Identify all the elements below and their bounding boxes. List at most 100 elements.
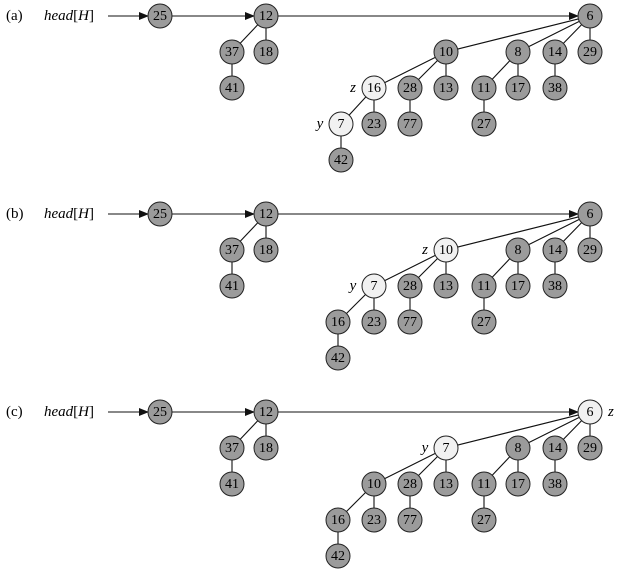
heap-node-41: 41 [219, 471, 245, 497]
tree-edge [346, 492, 366, 512]
node-key: 18 [259, 45, 273, 60]
node-circle [361, 111, 387, 137]
node-key: 7 [338, 117, 345, 132]
tree-edge [562, 420, 583, 440]
node-circle [253, 201, 279, 227]
heap-node-23: 23 [361, 507, 387, 533]
heap-node-77: 77 [397, 111, 423, 137]
node-circle [505, 471, 531, 497]
heap-node-27: 27 [471, 507, 497, 533]
node-circle [505, 237, 531, 263]
tree-edge [562, 222, 583, 242]
node-circle [433, 273, 459, 299]
node-key: 77 [403, 117, 417, 132]
node-circle [147, 3, 173, 29]
heap-node-42: 42 [328, 147, 354, 173]
pointer-tag-y: y [315, 116, 324, 132]
heap-node-37: 37 [219, 39, 245, 65]
node-circle [577, 399, 603, 425]
node-key: 77 [403, 513, 417, 528]
panel-label: (c) [6, 404, 23, 420]
node-circle [253, 399, 279, 425]
node-circle [219, 471, 245, 497]
heap-node-18: 18 [253, 237, 279, 263]
pointer-tag-z: z [349, 80, 356, 96]
node-circle [361, 309, 387, 335]
heap-node-7: 7y [348, 273, 387, 299]
node-key: 17 [511, 81, 525, 96]
node-key: 27 [477, 513, 491, 528]
node-circle [253, 237, 279, 263]
tree-edge [457, 18, 579, 50]
node-circle [505, 75, 531, 101]
node-key: 13 [439, 81, 453, 96]
node-key: 38 [548, 279, 562, 294]
head-pointer-label: head[H] [44, 404, 94, 420]
heap-node-12: 12 [253, 399, 279, 425]
node-circle [542, 237, 568, 263]
node-circle [325, 345, 351, 371]
heap-node-25: 25 [147, 3, 173, 29]
node-key: 77 [403, 315, 417, 330]
tree-edge [418, 60, 438, 80]
heap-node-12: 12 [253, 201, 279, 227]
heap-node-28: 28 [397, 273, 423, 299]
heap-node-14: 14 [542, 39, 568, 65]
panel-1: (b) head[H] 25 12 37 18 41 6 10 z 8 14 29 7y 28 13 11 17 3… [6, 201, 603, 371]
heap-node-23: 23 [361, 111, 387, 137]
node-key: 25 [153, 9, 167, 24]
node-key: 29 [583, 45, 597, 60]
panel-label: (b) [6, 206, 24, 222]
head-pointer-label: head[H] [44, 206, 94, 222]
tree-edge [528, 416, 580, 444]
node-circle [361, 75, 387, 101]
heap-node-42: 42 [325, 345, 351, 371]
node-circle [219, 75, 245, 101]
node-circle [397, 309, 423, 335]
panel-label: (a) [6, 8, 23, 24]
node-key: 42 [331, 549, 345, 564]
heap-node-11: 11 [471, 471, 497, 497]
tree-edge [491, 456, 511, 476]
panel-0: (a) head[H] 25 12 37 18 41 6 10 8 14 29 16 z 28 13 11 17 3… [6, 3, 603, 173]
heap-node-41: 41 [219, 273, 245, 299]
node-circle [253, 39, 279, 65]
node-circle [397, 507, 423, 533]
node-key: 8 [515, 441, 522, 456]
node-key: 11 [477, 81, 490, 96]
node-circle [505, 435, 531, 461]
heap-node-11: 11 [471, 273, 497, 299]
node-circle [471, 111, 497, 137]
node-circle [147, 201, 173, 227]
tree-edge [239, 222, 259, 242]
node-key: 23 [367, 513, 381, 528]
node-circle [219, 237, 245, 263]
heap-node-13: 13 [433, 471, 459, 497]
heap-node-18: 18 [253, 39, 279, 65]
node-key: 13 [439, 477, 453, 492]
heap-node-7: 7y [420, 435, 459, 461]
node-circle [147, 399, 173, 425]
heap-node-16: 16 z [349, 75, 387, 101]
node-circle [577, 3, 603, 29]
node-key: 12 [259, 9, 273, 24]
tree-edge [528, 20, 580, 48]
heap-node-10: 10 z [421, 237, 459, 263]
heap-node-17: 17 [505, 471, 531, 497]
node-key: 29 [583, 243, 597, 258]
heap-node-16: 16 [325, 507, 351, 533]
heap-node-16: 16 [325, 309, 351, 335]
node-key: 37 [225, 243, 239, 258]
node-key: 37 [225, 441, 239, 456]
node-circle [542, 39, 568, 65]
node-key: 7 [371, 279, 378, 294]
node-key: 6 [587, 9, 594, 24]
tree-edge [239, 24, 259, 44]
heap-node-27: 27 [471, 111, 497, 137]
node-circle [325, 507, 351, 533]
node-circle [577, 237, 603, 263]
node-key: 28 [403, 279, 417, 294]
heap-node-25: 25 [147, 399, 173, 425]
node-circle [253, 3, 279, 29]
